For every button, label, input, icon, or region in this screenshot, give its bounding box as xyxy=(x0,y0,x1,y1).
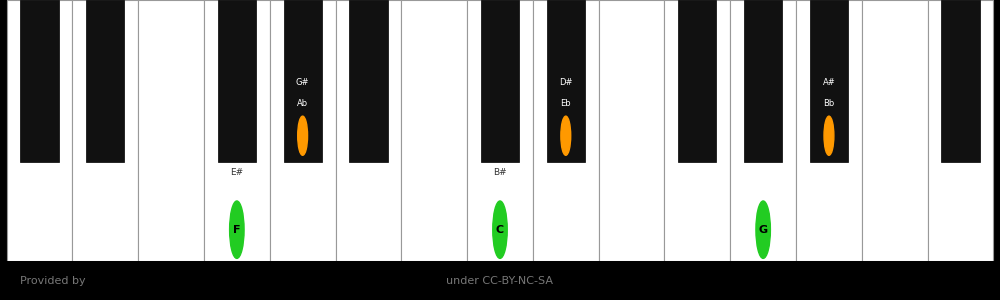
Text: G: G xyxy=(759,225,768,235)
Bar xyxy=(86,0,124,162)
Bar xyxy=(204,0,270,261)
Circle shape xyxy=(298,116,308,155)
Bar xyxy=(349,0,388,162)
Bar xyxy=(72,0,138,261)
Bar xyxy=(862,0,928,261)
Bar xyxy=(664,0,730,261)
Text: B#: B# xyxy=(493,169,507,178)
Bar xyxy=(810,0,848,162)
Circle shape xyxy=(824,116,834,155)
Bar xyxy=(467,0,533,261)
Bar xyxy=(218,0,256,162)
Text: G#: G# xyxy=(296,78,309,87)
Circle shape xyxy=(493,201,507,258)
Circle shape xyxy=(230,201,244,258)
Bar xyxy=(533,0,599,261)
Bar xyxy=(20,0,59,162)
Bar xyxy=(284,0,322,162)
Bar xyxy=(481,0,519,162)
Bar xyxy=(547,0,585,162)
Text: Eb: Eb xyxy=(560,99,571,108)
Text: D#: D# xyxy=(559,78,573,87)
Text: under CC-BY-NC-SA: under CC-BY-NC-SA xyxy=(446,275,554,286)
Text: E#: E# xyxy=(230,169,243,178)
Bar xyxy=(7,0,72,261)
Bar xyxy=(796,0,862,261)
Bar xyxy=(599,0,664,261)
Circle shape xyxy=(561,116,571,155)
Bar xyxy=(401,0,467,261)
Circle shape xyxy=(756,201,770,258)
Bar xyxy=(744,0,782,162)
Text: Bb: Bb xyxy=(823,99,835,108)
Text: Provided by: Provided by xyxy=(20,275,86,286)
Text: C: C xyxy=(496,225,504,235)
Bar xyxy=(941,0,980,162)
Bar xyxy=(730,0,796,261)
Bar xyxy=(138,0,204,261)
Bar xyxy=(678,0,716,162)
Bar xyxy=(270,0,336,261)
Text: Ab: Ab xyxy=(297,99,308,108)
Bar xyxy=(336,0,401,261)
Text: A#: A# xyxy=(823,78,835,87)
Text: F: F xyxy=(233,225,241,235)
Bar xyxy=(928,0,993,261)
